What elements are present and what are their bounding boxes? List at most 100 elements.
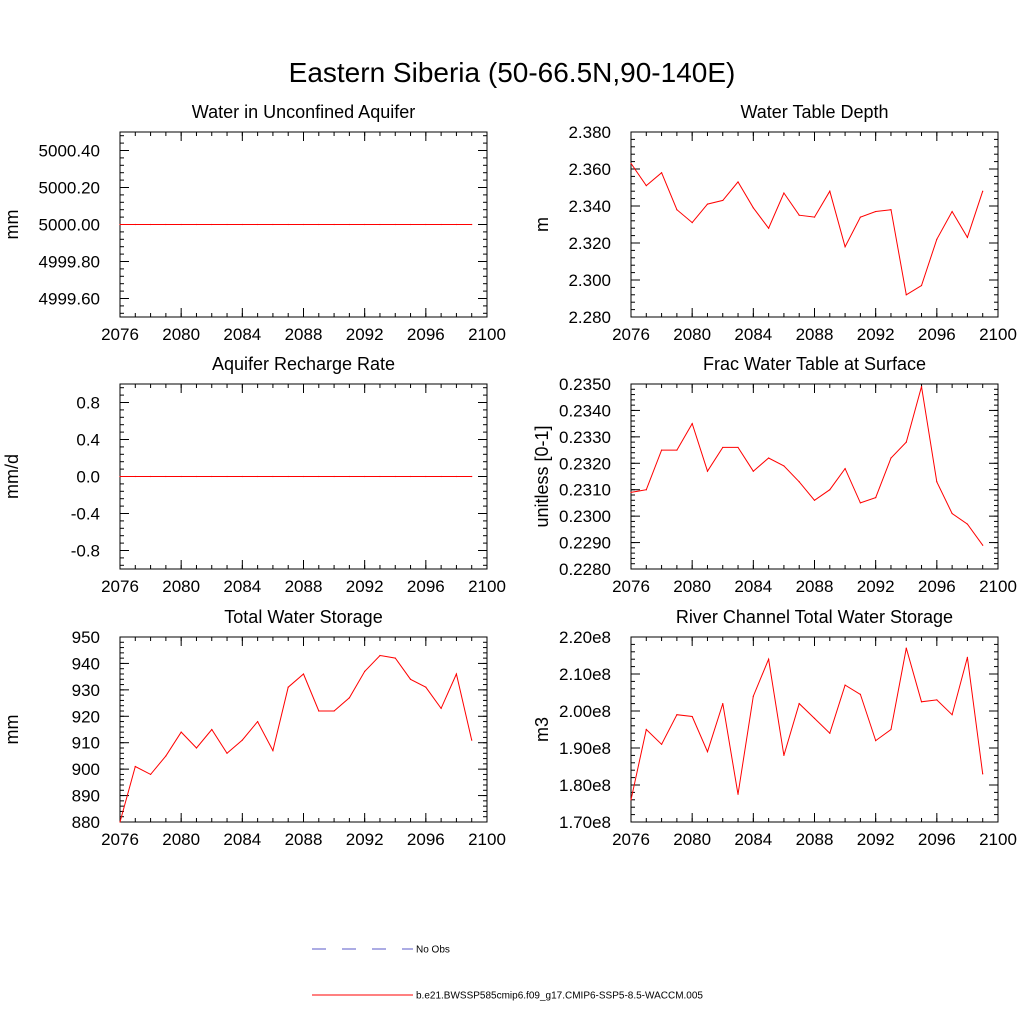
x-tick-label: 2084 — [223, 325, 261, 344]
data-point — [226, 752, 228, 754]
x-tick-label: 2076 — [612, 577, 650, 596]
series-line — [630, 163, 984, 296]
data-point — [302, 223, 305, 226]
x-tick-label: 2092 — [346, 577, 384, 596]
data-point — [905, 294, 907, 296]
data-point — [645, 489, 647, 491]
data-point — [768, 457, 770, 459]
y-tick-label: 950 — [72, 628, 100, 647]
panel-3: Aquifer Recharge Rate 2076 2080 2084 2088 209… — [2, 354, 506, 596]
data-point — [165, 755, 167, 757]
data-point — [149, 773, 152, 776]
data-point — [813, 717, 816, 720]
x-tick-label: 2076 — [101, 830, 139, 849]
x-tick-label: 2100 — [979, 830, 1017, 849]
data-point — [645, 185, 647, 187]
data-point — [394, 657, 396, 659]
x-tick-label: 2084 — [223, 830, 261, 849]
x-tick-label: 2080 — [162, 325, 200, 344]
y-tick-label: 5000.00 — [39, 216, 100, 235]
data-point — [195, 475, 198, 478]
data-point — [149, 475, 152, 478]
data-point — [302, 673, 305, 675]
y-tick-label: -0.4 — [71, 505, 100, 524]
data-point — [630, 491, 632, 493]
data-point — [905, 441, 907, 443]
data-point — [630, 162, 632, 165]
data-point — [752, 207, 754, 209]
x-tick-label: 2092 — [857, 830, 895, 849]
data-point — [676, 449, 678, 451]
data-point — [829, 489, 831, 491]
data-point — [829, 732, 831, 734]
y-tick-label: 0.2290 — [559, 534, 611, 553]
data-point — [119, 223, 121, 226]
data-point — [905, 647, 907, 649]
y-axis-label: mm/d — [2, 454, 22, 499]
data-point — [318, 223, 320, 226]
data-point — [798, 703, 800, 705]
data-point — [966, 236, 969, 239]
data-point — [195, 223, 198, 226]
x-tick-label: 2100 — [468, 577, 506, 596]
data-point — [471, 739, 473, 741]
data-point — [813, 216, 816, 218]
x-tick-label: 2096 — [407, 830, 445, 849]
y-tick-label: 0.2280 — [559, 560, 611, 579]
y-tick-label: 920 — [72, 707, 100, 726]
data-point — [241, 475, 243, 478]
plot-frame — [630, 131, 999, 318]
data-point — [660, 449, 663, 451]
data-point — [936, 699, 938, 701]
data-point — [379, 475, 381, 478]
data-point — [706, 751, 709, 753]
data-point — [379, 223, 381, 226]
data-point — [409, 223, 412, 226]
data-point — [348, 475, 350, 478]
data-point — [134, 765, 136, 768]
data-point — [257, 223, 259, 226]
data-point — [660, 743, 663, 745]
data-point — [287, 686, 289, 688]
y-tick-label: 4999.80 — [39, 253, 100, 272]
data-point — [211, 728, 213, 731]
data-point — [890, 728, 892, 731]
data-point — [920, 701, 923, 703]
y-axis-label: mm — [2, 210, 22, 240]
panel-6: River Channel Total Water Storage 2076 208… — [532, 607, 1017, 849]
y-tick-label: 5000.40 — [39, 142, 100, 161]
data-point — [226, 475, 228, 478]
x-tick-label: 2076 — [101, 325, 139, 344]
data-point — [890, 209, 892, 211]
y-tick-label: 2.360 — [568, 160, 611, 179]
y-tick-label: 0.2350 — [559, 375, 611, 394]
data-point — [241, 223, 243, 226]
data-point — [813, 499, 816, 501]
x-tick-label: 2076 — [612, 830, 650, 849]
y-tick-label: 2.340 — [568, 197, 611, 216]
data-point — [226, 223, 228, 226]
y-tick-label: 0.0 — [76, 468, 100, 487]
data-point — [982, 190, 984, 192]
data-point — [348, 223, 350, 226]
y-tick-label: 900 — [72, 760, 100, 779]
data-point — [737, 793, 739, 795]
x-tick-label: 2100 — [468, 325, 506, 344]
data-point — [440, 475, 442, 478]
data-point — [783, 754, 785, 757]
data-point — [859, 693, 861, 695]
data-point — [180, 223, 182, 226]
x-tick-label: 2096 — [918, 577, 956, 596]
data-point — [691, 423, 693, 425]
legend: No Obs b.e21.BWSSP585cmip6.f09_g17.CMIP6-… — [312, 945, 703, 1002]
panel-title: Total Water Storage — [224, 607, 382, 627]
data-point — [272, 223, 274, 226]
data-point — [455, 475, 458, 478]
data-point — [165, 475, 167, 478]
x-tick-label: 2092 — [857, 577, 895, 596]
panels: Water in Unconfined Aquifer 2076 2080 2084 2… — [2, 102, 1017, 849]
y-tick-label: 2.320 — [568, 234, 611, 253]
data-point — [920, 284, 923, 287]
x-tick-label: 2092 — [857, 325, 895, 344]
